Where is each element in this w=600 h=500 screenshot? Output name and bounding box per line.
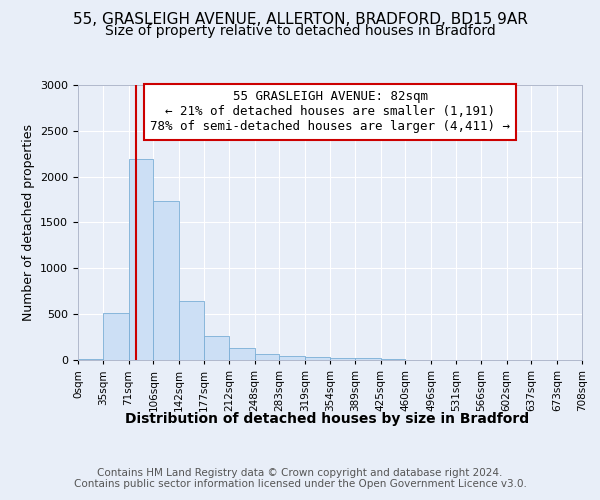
Text: Distribution of detached houses by size in Bradford: Distribution of detached houses by size …: [125, 412, 529, 426]
Bar: [179, 302, 204, 360]
Text: Size of property relative to detached houses in Bradford: Size of property relative to detached ho…: [104, 24, 496, 38]
Bar: [78, 359, 103, 360]
Bar: [229, 348, 254, 360]
Bar: [103, 313, 128, 360]
Text: 55, GRASLEIGH AVENUE, ALLERTON, BRADFORD, BD15 9AR: 55, GRASLEIGH AVENUE, ALLERTON, BRADFORD…: [73, 12, 527, 28]
Text: Contains public sector information licensed under the Open Government Licence v3: Contains public sector information licen…: [74, 479, 526, 489]
Bar: [380, 358, 406, 360]
Y-axis label: Number of detached properties: Number of detached properties: [22, 124, 35, 321]
Bar: [280, 356, 305, 360]
Text: Contains HM Land Registry data © Crown copyright and database right 2024.: Contains HM Land Registry data © Crown c…: [97, 468, 503, 477]
Bar: [128, 159, 154, 360]
Bar: [330, 358, 355, 360]
Bar: [305, 357, 330, 360]
Bar: [355, 358, 380, 360]
Bar: [254, 354, 280, 360]
Bar: [154, 202, 179, 360]
Text: 55 GRASLEIGH AVENUE: 82sqm  
← 21% of detached houses are smaller (1,191)
78% of: 55 GRASLEIGH AVENUE: 82sqm ← 21% of deta…: [150, 90, 510, 134]
Bar: [204, 336, 229, 360]
